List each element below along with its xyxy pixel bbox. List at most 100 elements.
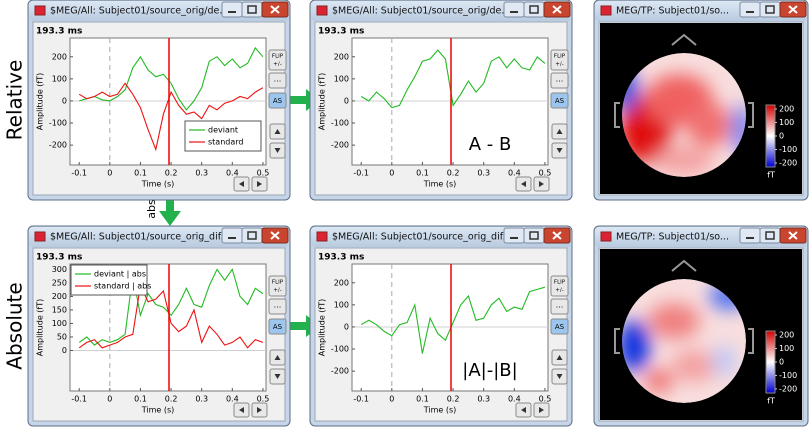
button-label: ... bbox=[274, 301, 282, 310]
autoscale-button[interactable] bbox=[268, 318, 287, 335]
autoscale-button[interactable] bbox=[550, 318, 569, 335]
arrow-icon bbox=[539, 181, 544, 187]
legend-label: deviant bbox=[208, 126, 238, 135]
autoscale-button[interactable] bbox=[550, 92, 569, 109]
y-tick-label: 0 bbox=[62, 96, 67, 105]
x-tick-label: 0 bbox=[107, 169, 112, 178]
arrow-icon bbox=[274, 129, 281, 134]
y-tick-label: 250 bbox=[52, 278, 67, 287]
autoscale-button[interactable] bbox=[268, 92, 287, 109]
minimize-button[interactable] bbox=[503, 1, 525, 18]
window-icon bbox=[34, 5, 46, 16]
arrow-icon bbox=[239, 181, 244, 187]
window-title: MEG/TP: Subject01/so... bbox=[616, 232, 729, 243]
button-label: ... bbox=[556, 301, 564, 310]
colorbar-unit: fT bbox=[767, 397, 775, 406]
minimize-button[interactable] bbox=[221, 227, 243, 244]
y-tick-label: 100 bbox=[52, 74, 67, 83]
minimize-button[interactable] bbox=[221, 1, 243, 18]
maximize-button[interactable] bbox=[523, 227, 545, 244]
minimize-button[interactable] bbox=[739, 1, 761, 18]
y-axis-label: Amplitude (fT) bbox=[36, 299, 45, 356]
maximize-icon bbox=[765, 5, 775, 14]
colorbar-label: -200 bbox=[779, 158, 797, 167]
y-tick-label: 50 bbox=[57, 332, 67, 341]
button-label: ... bbox=[556, 75, 564, 84]
x-tick-label: 0.5 bbox=[539, 169, 552, 178]
maximize-button[interactable] bbox=[523, 1, 545, 18]
x-tick-label: -0.1 bbox=[71, 169, 87, 178]
y-tick-label: 200 bbox=[334, 278, 349, 287]
scalp-blob bbox=[712, 345, 736, 377]
x-tick-label: 0.3 bbox=[195, 395, 208, 404]
x-tick-label: 0.4 bbox=[226, 395, 239, 404]
button-label: AS bbox=[273, 97, 283, 105]
arrow-icon bbox=[274, 374, 281, 379]
x-tick-label: 0.4 bbox=[226, 169, 239, 178]
colorbar-label: 0 bbox=[779, 358, 784, 367]
y-tick-label: -100 bbox=[331, 345, 349, 354]
colorbar-label: 100 bbox=[779, 344, 794, 353]
window-icon bbox=[600, 231, 612, 242]
arrow-icon bbox=[257, 181, 262, 187]
arrow-icon bbox=[556, 374, 563, 379]
signal-line bbox=[78, 268, 264, 346]
y-tick-label: 0 bbox=[62, 346, 67, 355]
button-label: AS bbox=[273, 323, 283, 331]
ear bbox=[748, 328, 754, 354]
y-axis-label: Amplitude (fT) bbox=[318, 73, 327, 130]
colorbar bbox=[765, 104, 776, 168]
options-button[interactable] bbox=[268, 72, 287, 89]
y-tick-label: 0 bbox=[344, 96, 349, 105]
y-tick-label: 100 bbox=[334, 300, 349, 309]
y-axis-label: Amplitude (fT) bbox=[36, 73, 45, 130]
nose bbox=[671, 33, 697, 46]
options-button[interactable] bbox=[268, 298, 287, 315]
window-title: $MEG/All: Subject01/source_orig/de... bbox=[50, 6, 228, 17]
scalp-blob bbox=[622, 320, 650, 372]
time-label: 193.3 ms bbox=[36, 27, 82, 37]
maximize-button[interactable] bbox=[241, 1, 263, 18]
flip-button[interactable] bbox=[550, 275, 569, 297]
ear bbox=[614, 328, 620, 354]
scalp-blob bbox=[672, 350, 716, 382]
flip-button[interactable] bbox=[550, 49, 569, 71]
plot-area bbox=[351, 263, 549, 392]
arrow-label: abs bbox=[145, 199, 158, 219]
maximize-button[interactable] bbox=[759, 227, 781, 244]
arrow-icon bbox=[556, 148, 563, 153]
button-label: +/- bbox=[273, 62, 281, 68]
x-tick-label: 0.5 bbox=[539, 395, 552, 404]
y-tick-label: 0 bbox=[344, 322, 349, 331]
x-tick-label: 0.1 bbox=[416, 169, 429, 178]
window-title: $MEG/All: Subject01/source_orig/de... bbox=[332, 6, 510, 17]
y-axis-label: Amplitude (fT) bbox=[318, 299, 327, 356]
button-label: FLIP bbox=[554, 280, 566, 286]
window-icon bbox=[600, 5, 612, 16]
colorbar-label: 100 bbox=[779, 118, 794, 127]
signal-line bbox=[360, 49, 546, 109]
arrow-icon bbox=[556, 355, 563, 360]
x-tick-label: 0.3 bbox=[195, 169, 208, 178]
arrow-icon bbox=[521, 181, 526, 187]
nose bbox=[671, 259, 697, 272]
maximize-button[interactable] bbox=[759, 1, 781, 18]
minimize-button[interactable] bbox=[503, 227, 525, 244]
minimize-button[interactable] bbox=[739, 227, 761, 244]
legend-box bbox=[184, 120, 262, 152]
flip-button[interactable] bbox=[268, 49, 287, 71]
options-button[interactable] bbox=[550, 72, 569, 89]
time-label: 193.3 ms bbox=[36, 253, 82, 263]
flip-button[interactable] bbox=[268, 275, 287, 297]
x-axis-label: Time (s) bbox=[141, 180, 175, 189]
maximize-button[interactable] bbox=[241, 227, 263, 244]
options-button[interactable] bbox=[550, 298, 569, 315]
y-tick-label: 200 bbox=[52, 292, 67, 301]
ear bbox=[614, 102, 620, 128]
colorbar-label: -100 bbox=[779, 371, 797, 380]
y-tick-label: -100 bbox=[49, 119, 67, 128]
window-title: MEG/TP: Subject01/so... bbox=[616, 6, 729, 17]
scalp-blobs bbox=[622, 68, 746, 174]
colorbar-label: -100 bbox=[779, 145, 797, 154]
